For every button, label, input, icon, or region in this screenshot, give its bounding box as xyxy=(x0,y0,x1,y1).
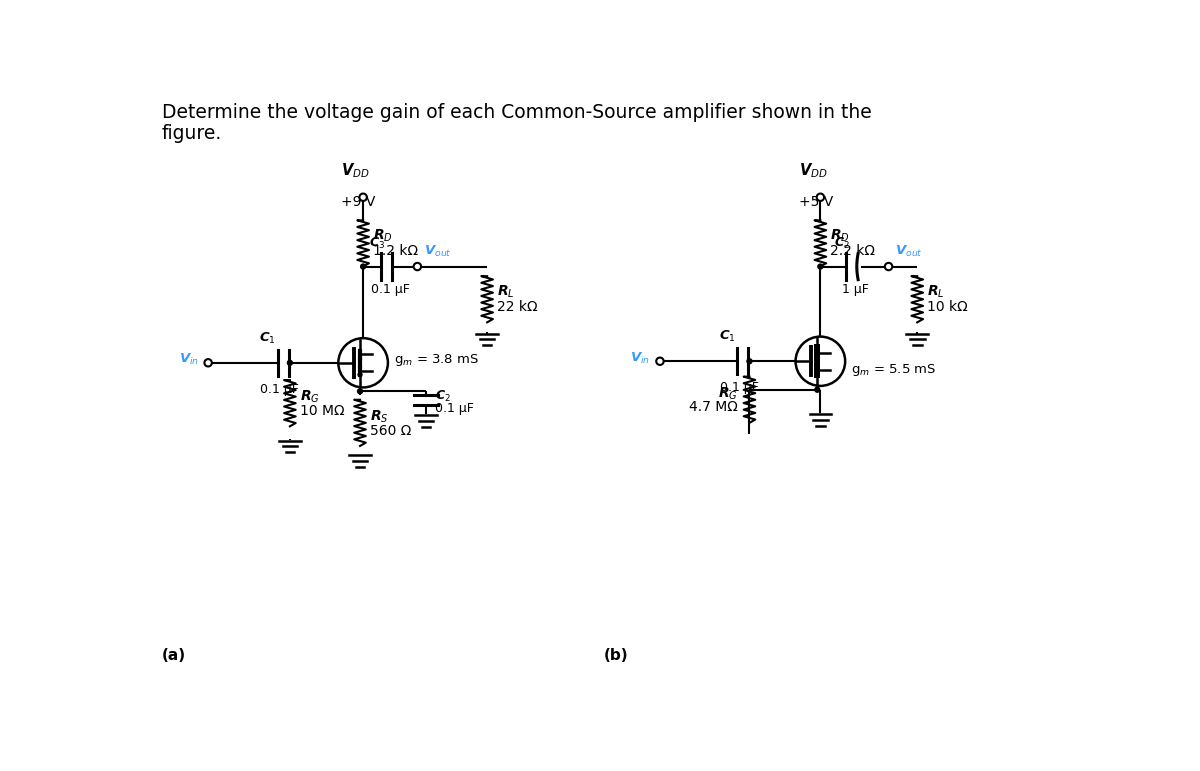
Text: V$_{in}$: V$_{in}$ xyxy=(630,351,650,365)
Text: V$_{DD}$: V$_{DD}$ xyxy=(342,162,370,180)
Text: R$_L$: R$_L$ xyxy=(497,284,515,300)
Text: 0.1 μF: 0.1 μF xyxy=(260,383,299,396)
Text: R$_L$: R$_L$ xyxy=(928,284,944,300)
Circle shape xyxy=(815,387,820,392)
Text: 0.1 μF: 0.1 μF xyxy=(436,402,474,416)
Circle shape xyxy=(746,359,752,364)
Text: R$_D$: R$_D$ xyxy=(830,227,851,244)
Text: 0.1 μF: 0.1 μF xyxy=(371,284,409,297)
Circle shape xyxy=(358,389,362,394)
Text: 10 kΩ: 10 kΩ xyxy=(928,300,968,314)
Text: +9 V: +9 V xyxy=(342,195,376,209)
Circle shape xyxy=(818,264,823,269)
Text: 560 Ω: 560 Ω xyxy=(370,423,412,438)
Text: C$_3$: C$_3$ xyxy=(368,236,385,251)
Text: 2.2 kΩ: 2.2 kΩ xyxy=(830,244,876,258)
Text: V$_{out}$: V$_{out}$ xyxy=(895,244,923,259)
Text: C$_2$: C$_2$ xyxy=(834,236,850,251)
Text: R$_S$: R$_S$ xyxy=(370,409,389,425)
Text: R$_D$: R$_D$ xyxy=(373,227,394,244)
Text: g$_m$ = 3.8 mS: g$_m$ = 3.8 mS xyxy=(394,352,479,369)
Circle shape xyxy=(288,360,293,365)
Text: 10 MΩ: 10 MΩ xyxy=(300,404,344,418)
Text: (b): (b) xyxy=(604,648,628,663)
Text: Determine the voltage gain of each Common-Source amplifier shown in the: Determine the voltage gain of each Commo… xyxy=(162,103,871,122)
Text: 1.2 kΩ: 1.2 kΩ xyxy=(373,244,419,258)
Text: C$_1$: C$_1$ xyxy=(259,331,276,346)
Text: V$_{in}$: V$_{in}$ xyxy=(179,352,199,367)
Text: V$_{DD}$: V$_{DD}$ xyxy=(799,162,828,180)
Text: figure.: figure. xyxy=(162,124,222,143)
Text: V$_{out}$: V$_{out}$ xyxy=(424,244,451,259)
Text: C$_1$: C$_1$ xyxy=(719,329,736,345)
Text: C$_2$: C$_2$ xyxy=(436,389,451,404)
Text: R$_G$: R$_G$ xyxy=(718,386,738,402)
Text: (a): (a) xyxy=(162,648,186,663)
Text: R$_G$: R$_G$ xyxy=(300,389,320,406)
Text: 22 kΩ: 22 kΩ xyxy=(497,300,538,314)
Circle shape xyxy=(361,264,366,269)
Text: 0.1 μF: 0.1 μF xyxy=(720,382,758,394)
Text: 4.7 MΩ: 4.7 MΩ xyxy=(689,400,738,415)
Text: 1 μF: 1 μF xyxy=(842,284,869,297)
Text: g$_m$ = 5.5 mS: g$_m$ = 5.5 mS xyxy=(851,362,937,379)
Text: +5 V: +5 V xyxy=(799,195,833,209)
